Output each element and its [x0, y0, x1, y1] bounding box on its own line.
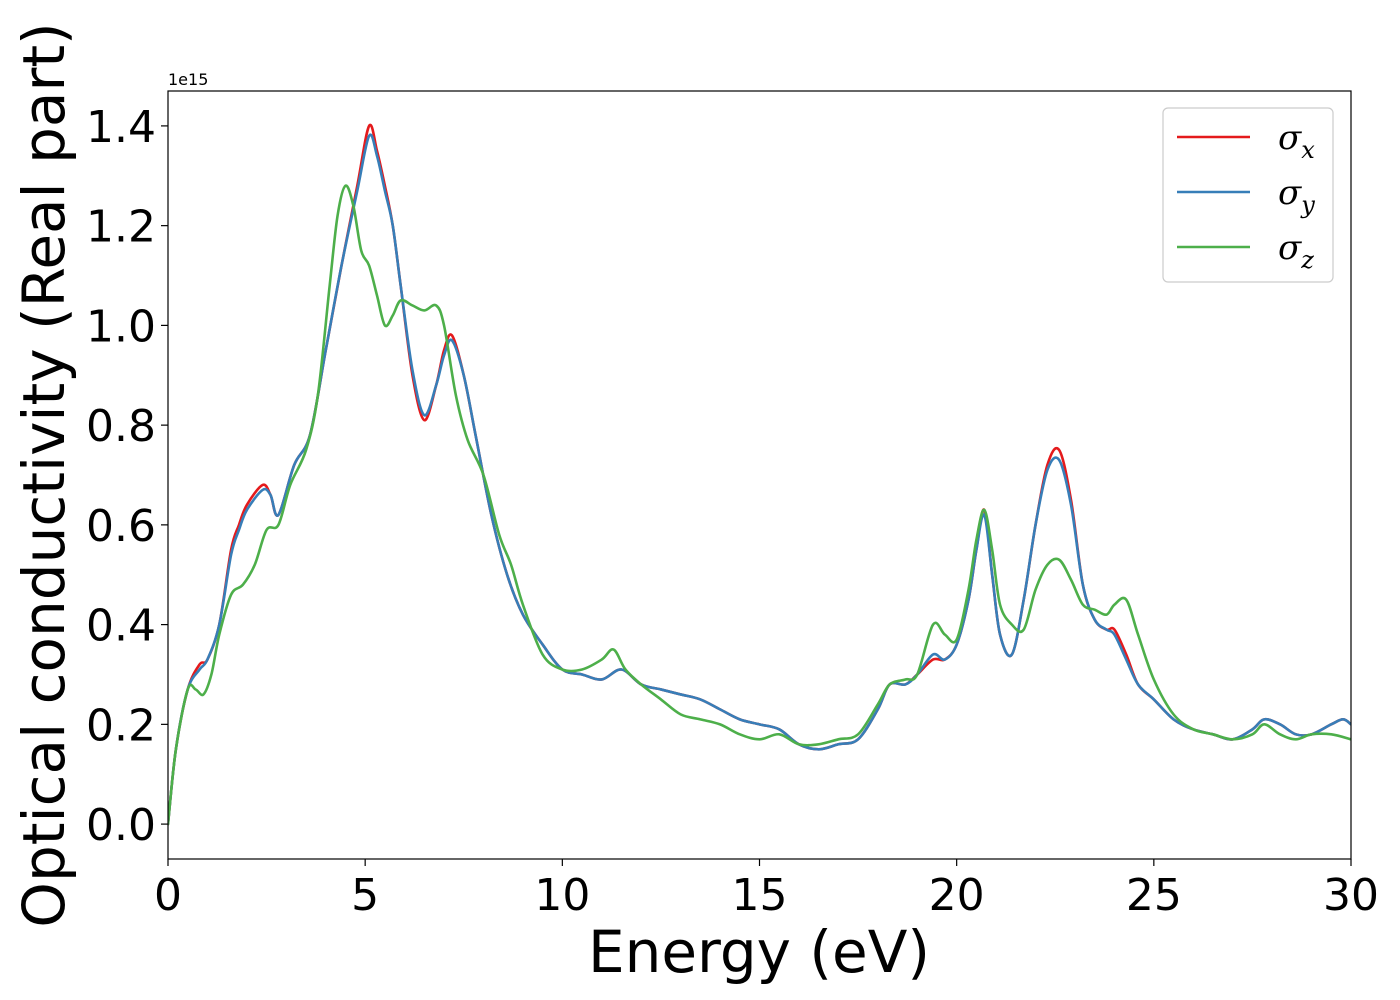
x-tick-label: 25: [1126, 870, 1182, 921]
y-tick-label: 1.4: [86, 102, 156, 153]
legend-label-z: σz: [1278, 228, 1314, 274]
y-tick-label: 1.0: [86, 301, 156, 352]
y-offset-label: 1e15: [168, 70, 208, 89]
y-tick-label: 0.8: [86, 401, 156, 452]
y-tick-label: 0.4: [86, 601, 156, 652]
legend-box: [1162, 107, 1334, 283]
y-axis-title: Optical conductivity (Real part): [10, 22, 78, 927]
y-tick-label: 1.2: [86, 202, 156, 253]
x-tick-label: 10: [534, 870, 590, 921]
series-layer: [168, 123, 1351, 826]
y-tick-label: 0.2: [86, 700, 156, 751]
x-tick-label: 30: [1323, 870, 1379, 921]
series-line-y: [168, 133, 1351, 826]
plot-area: [168, 91, 1351, 859]
x-tick-label: 20: [929, 870, 985, 921]
series-line-z: [168, 184, 1351, 826]
x-tick-label: 5: [351, 870, 379, 921]
x-tick-label: 0: [154, 870, 182, 921]
y-axis: 0.0 0.2 0.4 0.6 0.8 1.0 1.2 1.4: [86, 102, 168, 851]
y-tick-label: 0.6: [86, 501, 156, 552]
x-tick-label: 15: [732, 870, 788, 921]
y-tick-label: 0.0: [86, 800, 156, 851]
x-axis: 0 5 10 15 20 25 30: [154, 859, 1379, 921]
x-axis-title: Energy (eV): [588, 918, 930, 986]
